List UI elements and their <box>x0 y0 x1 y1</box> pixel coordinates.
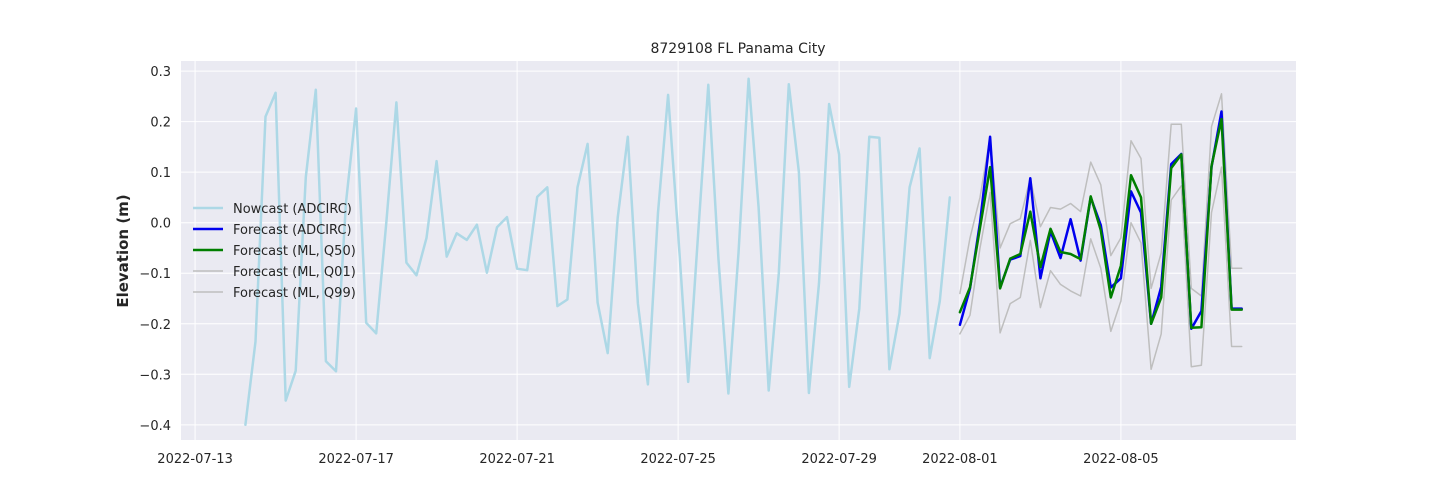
legend-label: Forecast (ADCIRC) <box>233 223 352 238</box>
y-tick-label: 0.1 <box>150 166 171 181</box>
y-tick-label: −0.4 <box>139 419 171 434</box>
series-layer <box>244 77 1243 427</box>
series-line-0 <box>244 77 952 427</box>
series-line-3 <box>959 166 1243 371</box>
x-tick-label: 2022-08-01 <box>922 452 998 467</box>
y-tick-label: 0.2 <box>150 116 171 131</box>
series-line-4 <box>959 93 1243 297</box>
legend: Nowcast (ADCIRC) Forecast (ADCIRC) Forecas… <box>193 202 356 301</box>
legend-label: Forecast (ML, Q50) <box>233 244 356 259</box>
series-line-2 <box>958 117 1243 330</box>
grid <box>181 61 1296 440</box>
x-tick-label: 2022-07-29 <box>801 452 877 467</box>
y-tick-label: 0.0 <box>150 217 171 232</box>
x-tick-label: 2022-08-05 <box>1083 452 1159 467</box>
y-axis-label: Elevation (m) <box>114 194 132 307</box>
legend-label: Forecast (ML, Q01) <box>233 265 356 280</box>
x-tick-label: 2022-07-17 <box>318 452 394 467</box>
y-tick-label: −0.2 <box>139 318 171 333</box>
y-tick-label: −0.1 <box>139 267 171 282</box>
chart-title: 8729108 FL Panama City <box>650 41 825 57</box>
x-tick-label: 2022-07-25 <box>640 452 716 467</box>
y-tick-label: 0.3 <box>150 65 171 80</box>
legend-label: Nowcast (ADCIRC) <box>233 202 352 217</box>
legend-label: Forecast (ML, Q99) <box>233 286 356 301</box>
y-axis: 0.3 0.2 0.1 0.0 −0.1 −0.2 −0.3 −0.4 <box>139 65 171 434</box>
x-tick-label: 2022-07-13 <box>157 452 233 467</box>
x-tick-label: 2022-07-21 <box>479 452 555 467</box>
y-tick-label: −0.3 <box>139 368 171 383</box>
x-axis: 2022-07-13 2022-07-17 2022-07-21 2022-07-25… <box>157 452 1158 467</box>
